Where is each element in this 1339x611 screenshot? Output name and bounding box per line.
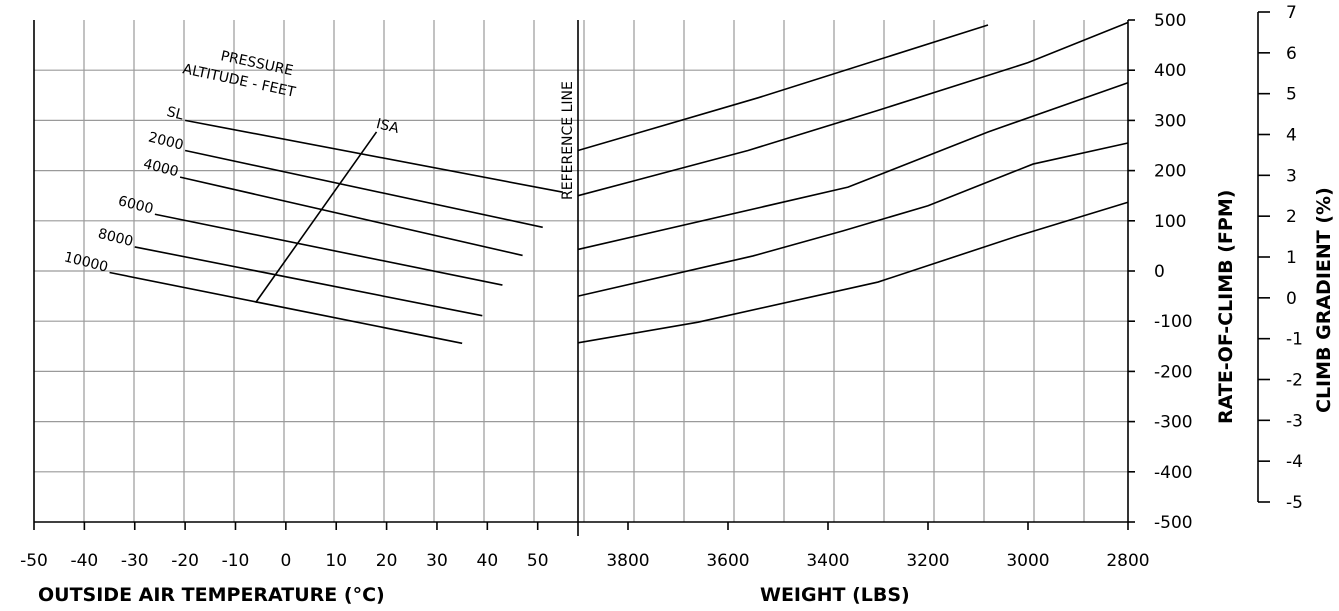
chart-frame <box>33 11 1270 536</box>
y-tick-label: 0 <box>1154 262 1165 282</box>
x-tick-label-temperature: 20 <box>376 551 398 571</box>
x-tick-label-weight: 3200 <box>906 551 949 571</box>
x-tick-label-temperature: 40 <box>477 551 499 571</box>
altitude-line-4000 <box>179 176 523 257</box>
y-tick-label: -500 <box>1154 513 1193 533</box>
weight-guide-line-4 <box>577 142 1129 297</box>
gradient-tick-label: 1 <box>1286 248 1297 268</box>
y-tick-label: 200 <box>1154 162 1186 182</box>
y-axis-title-rate-of-climb: RATE-OF-CLIMB (FPM) <box>1215 190 1237 424</box>
y-tick-label: -300 <box>1154 413 1193 433</box>
altitude-label-6000: 6000 <box>116 193 154 217</box>
x-tick-label-weight: 3600 <box>706 551 749 571</box>
altitude-label-SL: SL <box>165 104 185 124</box>
gradient-tick-label: 4 <box>1286 126 1297 146</box>
y-tick-label: -100 <box>1154 312 1193 332</box>
altitude-line-sl <box>184 119 564 193</box>
gradient-tick-label: 0 <box>1286 289 1297 309</box>
x-tick-label-temperature: -10 <box>222 551 250 571</box>
gradient-tick-label: 7 <box>1286 3 1297 23</box>
x-tick-label-temperature: 50 <box>527 551 549 571</box>
y-tick-label: 500 <box>1154 11 1186 31</box>
isa-label: ISA <box>375 116 401 137</box>
altitude-label-2000: 2000 <box>147 130 185 154</box>
reference-line-label: REFERENCE LINE <box>560 81 576 200</box>
altitude-line-6000 <box>154 213 503 286</box>
gradient-tick-label: -3 <box>1286 411 1303 431</box>
weight-guide-line-5 <box>577 201 1129 344</box>
gradient-tick-label: -1 <box>1286 330 1303 350</box>
grid <box>34 20 1128 522</box>
x-tick-label-weight: 3800 <box>606 551 649 571</box>
altitude-label-8000: 8000 <box>96 226 134 250</box>
x-tick-label-temperature: -30 <box>121 551 149 571</box>
x-axis-title-weight: WEIGHT (LBS) <box>760 584 910 606</box>
y-tick-label: -200 <box>1154 362 1193 382</box>
x-tick-label-weight: 3400 <box>806 551 849 571</box>
altitude-line-8000 <box>134 246 483 317</box>
x-tick-label-temperature: 10 <box>325 551 347 571</box>
x-tick-label-temperature: -40 <box>70 551 98 571</box>
altitude-line-2000 <box>184 149 543 229</box>
y-tick-label: 400 <box>1154 61 1186 81</box>
x-tick-label-weight: 2800 <box>1106 551 1149 571</box>
x-tick-label-temperature: 0 <box>280 551 291 571</box>
altitude-label-4000: 4000 <box>142 156 180 180</box>
y-axis-title-climb-gradient: CLIMB GRADIENT (%) <box>1313 187 1335 413</box>
gradient-tick-label: -2 <box>1286 371 1303 391</box>
gradient-tick-label: 3 <box>1286 166 1297 186</box>
x-tick-label-weight: 3000 <box>1006 551 1049 571</box>
gradient-tick-label: 6 <box>1286 44 1297 64</box>
y-tick-label: 100 <box>1154 212 1186 232</box>
altitude-label-10000: 10000 <box>62 249 109 275</box>
y-tick-label: -400 <box>1154 463 1193 483</box>
weight-guide-line-1 <box>577 24 989 152</box>
x-tick-label-temperature: 30 <box>426 551 448 571</box>
gradient-tick-label: -5 <box>1286 493 1303 513</box>
y-tick-label: 300 <box>1154 111 1186 131</box>
x-axis-title-temperature: OUTSIDE AIR TEMPERATURE (°C) <box>38 584 385 606</box>
gradient-tick-label: 5 <box>1286 85 1297 105</box>
gradient-tick-label: -4 <box>1286 452 1303 472</box>
weight-guide-line-2 <box>577 21 1129 197</box>
x-tick-label-temperature: -50 <box>20 551 48 571</box>
weight-guide-line-3 <box>577 81 1129 251</box>
series <box>109 21 1129 345</box>
gradient-tick-label: 2 <box>1286 207 1297 227</box>
x-tick-label-temperature: -20 <box>171 551 199 571</box>
altitude-line-isa <box>254 131 378 304</box>
altitude-line-10000 <box>109 271 463 345</box>
